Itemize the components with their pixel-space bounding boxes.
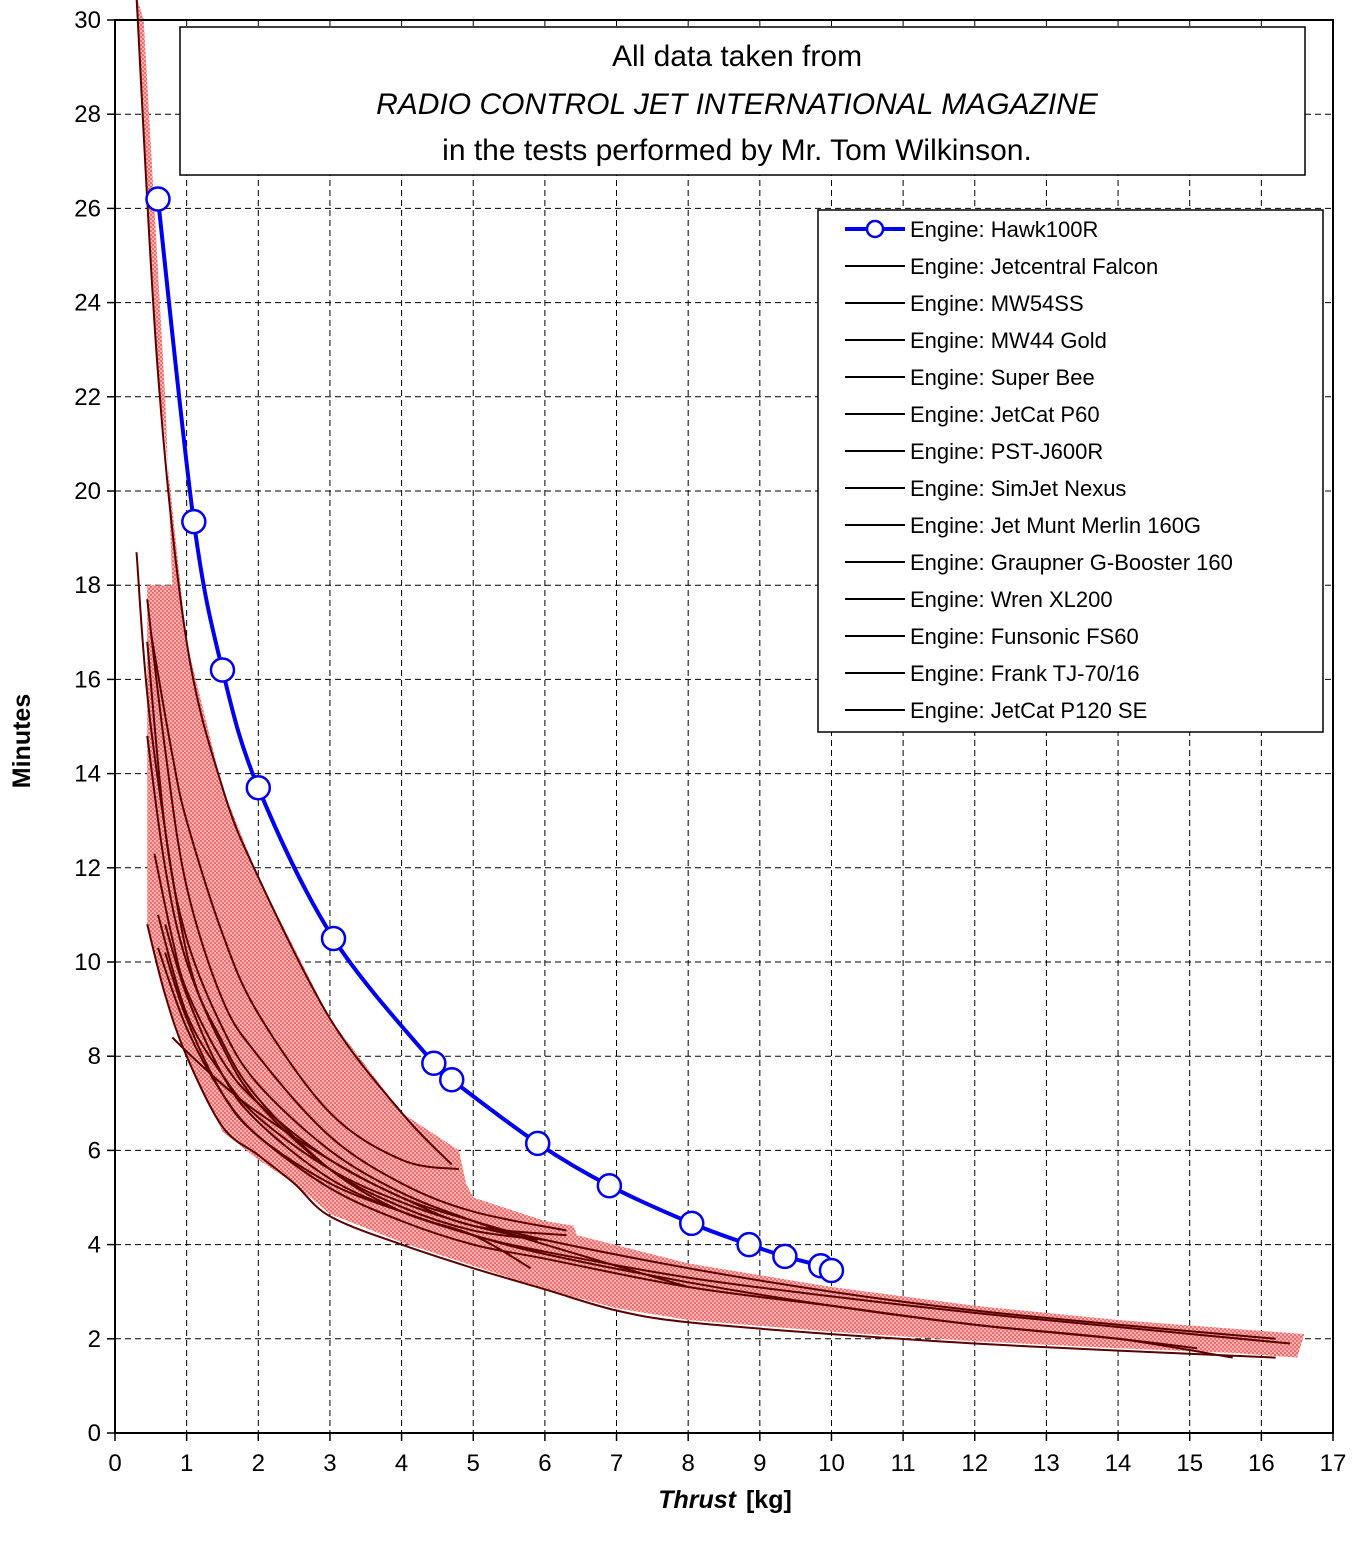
series-line-engine-simjet-nexus [157,914,538,1241]
axis-ticks: 0 1 2 3 4 5 6 7 8 9 10 11 12 13 14 15 16 1702468101214161… [74,7,1346,1477]
legend-items: Engine: Hawk100R Engine: Jetcentral Falco… [845,217,1233,723]
hawk100r-point [145,186,171,212]
source-note-box: All data taken from RADIO CONTROL JET IN… [179,26,1306,176]
legend-label: Engine: Jet Munt Merlin 160G [910,513,1201,538]
x-axis-title-unit: [kg] [746,1486,792,1514]
y-tick-label: 6 [88,1137,101,1164]
legend-swatch-marker [865,219,885,239]
x-tick-label: 5 [467,1450,480,1477]
x-axis-title-italic: Thrust [658,1486,737,1514]
hawk100r-point [772,1243,798,1270]
x-tick-label: 16 [1248,1450,1275,1477]
source-note-line-3: in the tests performed by Mr. Tom Wilkin… [442,134,1032,167]
legend-frame [817,209,1324,733]
plot-frame [114,19,1334,1434]
y-tick-label: 10 [74,949,101,976]
hawk100r-point [818,1257,845,1284]
series-line-engine-graupner-g-booster-160 [164,924,1291,1345]
x-tick-label: 14 [1105,1450,1132,1477]
y-tick-label: 22 [74,384,101,411]
legend-label: Engine: MW54SS [910,291,1084,316]
y-tick-label: 20 [74,478,101,505]
hawk100r-point [181,508,207,535]
x-tick-label: 10 [818,1450,845,1477]
series-line-engine-jet-munt-merlin-160g [171,1036,1276,1340]
x-tick-label: 12 [961,1450,988,1477]
source-note-line-2: RADIO CONTROL JET INTERNATIONAL MAGAZINE [376,88,1099,121]
y-tick-label: 2 [88,1326,101,1353]
legend-label: Engine: Jetcentral Falcon [910,254,1158,279]
y-tick-label: 14 [74,761,101,788]
x-tick-label: 7 [610,1450,623,1477]
hawk100r-point [209,657,236,683]
y-tick-label: 30 [74,7,101,34]
source-note-frame [179,26,1306,176]
series-line-engine-jetcat-p120-se [146,924,1276,1359]
series-lines [135,0,1291,1359]
legend-label: Engine: JetCat P60 [910,402,1100,427]
y-tick-label: 28 [74,101,101,128]
x-tick-label: 0 [108,1450,121,1477]
hawk100r-point [320,925,347,952]
series-line-engine-funsonic-fs60 [146,641,689,1288]
y-tick-label: 4 [88,1232,101,1259]
x-tick-label: 9 [753,1450,766,1477]
hawk100r-point [679,1210,705,1237]
legend-label: Engine: JetCat P120 SE [910,698,1147,723]
x-tick-label: 15 [1176,1450,1203,1477]
legend-label: Engine: Super Bee [910,365,1095,390]
hawk100r-markers [145,186,845,1284]
x-tick-label: 1 [180,1450,193,1477]
hawk100r-point [524,1130,551,1157]
legend-label: Engine: Hawk100R [910,217,1098,242]
y-tick-label: 16 [74,666,101,693]
x-tick-label: 4 [395,1450,408,1477]
x-tick-label: 6 [538,1450,551,1477]
hawk100r-point [736,1231,762,1258]
x-tick-label: 13 [1033,1450,1060,1477]
series-line-engine-mw44-gold [146,599,567,1232]
x-tick-label: 8 [681,1450,694,1477]
x-tick-label: 11 [891,1450,916,1477]
source-note-line-1: All data taken from [612,40,862,73]
y-axis-title: Minutes [8,694,36,788]
x-axis-title: Thrust [kg] [658,1486,792,1514]
y-tick-label: 12 [74,855,101,882]
legend-label: Engine: Frank TJ-70/16 [910,661,1140,686]
y-tick-label: 26 [74,195,101,222]
y-tick-label: 0 [88,1420,101,1447]
hawk100r-point [438,1067,465,1093]
y-tick-label: 18 [74,572,101,599]
series-line-engine-super-bee [149,632,460,1171]
y-tick-label: 24 [74,290,101,317]
x-tick-label: 17 [1320,1450,1347,1477]
x-tick-label: 3 [323,1450,336,1477]
x-tick-label: 2 [252,1450,265,1477]
series-line-engine-jetcentral-falcon [135,0,453,1166]
legend-label: Engine: MW44 Gold [910,328,1107,353]
legend: Engine: Hawk100R Engine: Jetcentral Falco… [817,209,1324,733]
legend-label: Engine: Graupner G-Booster 160 [910,550,1233,575]
hawk100r-point [421,1050,447,1077]
y-tick-label: 8 [88,1043,101,1070]
hawk100r-point [245,774,272,801]
hawk100r-point [596,1172,623,1199]
legend-label: Engine: Funsonic FS60 [910,624,1139,649]
legend-label: Engine: Wren XL200 [910,587,1113,612]
series-line-engine-frank-tj-70-16 [157,947,1198,1350]
legend-label: Engine: PST-J600R [910,439,1103,464]
legend-label: Engine: SimJet Nexus [910,476,1126,501]
